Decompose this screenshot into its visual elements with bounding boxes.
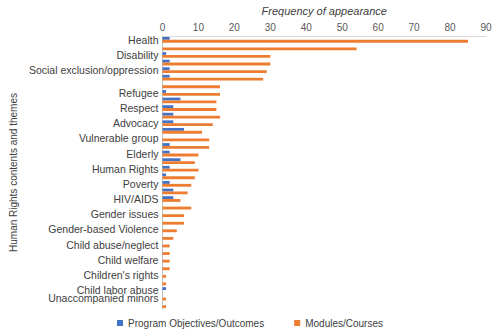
svg-text:Social exclusion/oppression: Social exclusion/oppression — [29, 64, 159, 76]
svg-text:80: 80 — [444, 22, 456, 33]
svg-text:Health: Health — [128, 34, 159, 46]
svg-text:Unaccompanied minors: Unaccompanied minors — [48, 292, 158, 304]
svg-text:Child labor abuse: Child labor abuse — [76, 284, 159, 296]
svg-text:Respect: Respect — [120, 102, 159, 114]
svg-text:Child abuse/neglect: Child abuse/neglect — [66, 239, 158, 251]
svg-text:10: 10 — [193, 22, 205, 33]
svg-text:Poverty: Poverty — [123, 178, 159, 190]
svg-text:Refugee: Refugee — [119, 87, 159, 99]
svg-text:Human Rights: Human Rights — [92, 163, 159, 175]
svg-text:70: 70 — [409, 22, 421, 33]
svg-text:50: 50 — [337, 22, 349, 33]
svg-text:Modules/Courses: Modules/Courses — [305, 318, 383, 329]
svg-text:Frequency of appearance: Frequency of appearance — [262, 5, 387, 17]
svg-text:20: 20 — [229, 22, 241, 33]
svg-text:Advocacy: Advocacy — [113, 117, 159, 129]
svg-text:HIV/AIDS: HIV/AIDS — [114, 193, 159, 205]
svg-text:Elderly: Elderly — [126, 148, 159, 160]
svg-text:Gender issues: Gender issues — [91, 208, 159, 220]
svg-text:0: 0 — [160, 22, 166, 33]
svg-text:Gender-based Violence: Gender-based Violence — [48, 223, 158, 235]
svg-text:60: 60 — [373, 22, 385, 33]
svg-text:90: 90 — [480, 22, 492, 33]
svg-text:Children's rights: Children's rights — [84, 269, 159, 281]
svg-text:Program Objectives/Outcomes: Program Objectives/Outcomes — [128, 318, 264, 329]
svg-text:Child welfare: Child welfare — [98, 254, 159, 266]
svg-text:Vulnerable group: Vulnerable group — [79, 132, 159, 144]
svg-text:30: 30 — [265, 22, 277, 33]
svg-text:Disability: Disability — [116, 49, 159, 61]
svg-text:40: 40 — [301, 22, 313, 33]
svg-text:Human Rights contents and them: Human Rights contents and themes — [8, 93, 19, 252]
